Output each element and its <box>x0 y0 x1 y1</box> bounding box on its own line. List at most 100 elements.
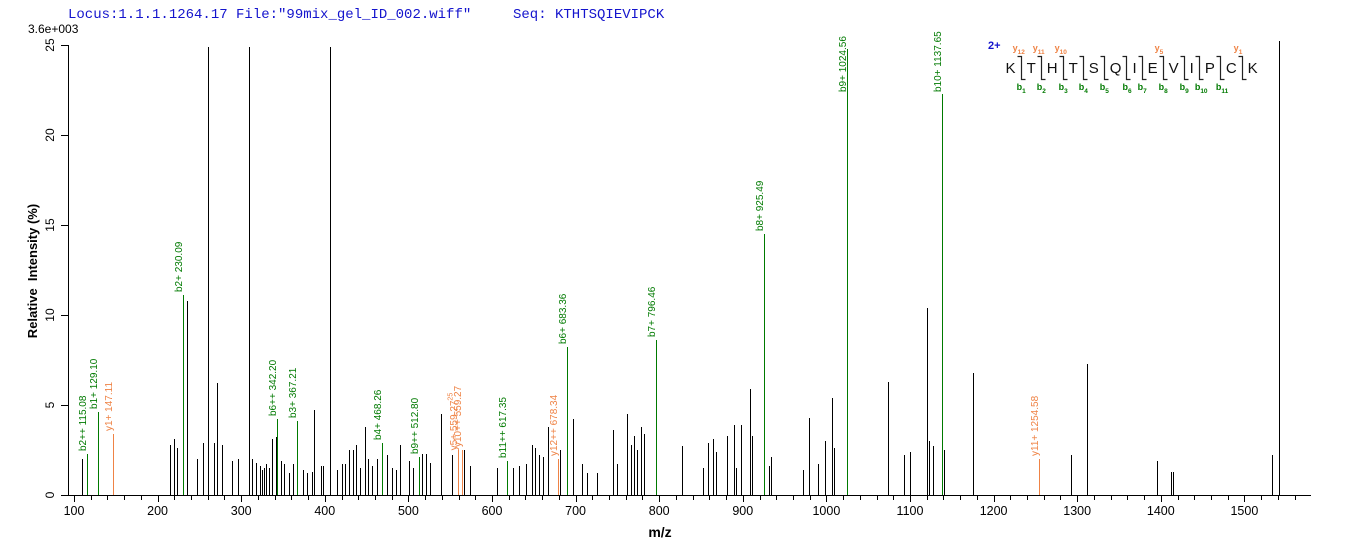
peak-label: b9++ 512.80 <box>410 398 422 455</box>
spectrum-peak <box>269 468 270 495</box>
spectrum-peak <box>413 468 415 495</box>
x-tick-label: 300 <box>230 504 252 518</box>
x-tick-minor <box>124 495 126 500</box>
spectrum-peak <box>232 460 233 495</box>
x-tick-label: 800 <box>648 504 670 518</box>
x-tick-label: 400 <box>314 504 336 518</box>
spectrum-peak <box>360 468 361 495</box>
spectrum-peak <box>929 441 930 495</box>
spectrum-peak <box>314 410 316 495</box>
peak-label: b1+ 129.10 <box>89 358 101 410</box>
spectrum-peak <box>409 460 411 495</box>
spectrum-peak <box>809 417 811 495</box>
x-tick-label: 600 <box>481 504 503 518</box>
spectrum-peak <box>734 424 736 495</box>
spectrum-peak <box>330 46 332 495</box>
spectrum-peak <box>833 448 835 495</box>
spectrum-peak <box>1172 471 1174 495</box>
x-tick-major <box>408 495 410 502</box>
residue-letter: P <box>1204 59 1215 77</box>
ion-peak <box>461 450 463 495</box>
spectrum-peak <box>252 459 254 495</box>
x-tick-label: 1000 <box>812 504 841 518</box>
spectrum-peak <box>617 464 619 495</box>
x-tick-minor <box>1277 495 1279 500</box>
spectrum-peak <box>703 468 705 495</box>
x-tick-minor <box>191 495 193 500</box>
spectrum-peak <box>249 46 251 495</box>
spectrum-peak <box>289 473 291 495</box>
peak-label: b4+ 468.26 <box>372 389 384 440</box>
x-tick-minor <box>341 495 343 500</box>
x-tick-minor <box>625 495 627 500</box>
x-tick-minor <box>207 495 209 500</box>
peak-label: b9+ 1024.56 <box>837 36 849 92</box>
spectrum-peak <box>769 466 771 495</box>
x-tick-major <box>492 495 493 502</box>
y-tick <box>61 495 68 496</box>
peak-label: b8+ 925.49 <box>755 180 767 231</box>
x-tick-minor <box>976 495 978 500</box>
x-tick-minor <box>291 495 293 500</box>
spectrum-peak <box>1071 455 1073 495</box>
spectrum-peak <box>387 455 388 495</box>
spectrum-peak <box>372 466 373 495</box>
x-tick-minor <box>358 495 360 500</box>
spectrum-peak <box>512 468 514 495</box>
x-tick-minor <box>709 495 711 500</box>
ion-peak <box>656 340 658 495</box>
spectrum-peak <box>213 442 215 495</box>
spectrum-peak <box>1279 41 1280 495</box>
x-tick-major <box>74 495 75 502</box>
x-tick-minor <box>1110 495 1112 500</box>
b-ion-label: b10 <box>1194 82 1208 95</box>
x-tick-major <box>993 495 995 502</box>
x-tick-minor <box>525 495 527 500</box>
y-ion-label: y5 <box>1154 43 1164 56</box>
ion-peak <box>86 453 88 495</box>
spectrum-peak <box>280 460 282 495</box>
x-tick-minor <box>609 495 611 500</box>
spectrum-peak <box>337 469 338 495</box>
x-tick-major <box>742 495 744 502</box>
x-tick-minor <box>90 495 92 500</box>
x-tick-minor <box>441 495 443 500</box>
b-ion-label: b11 <box>1215 82 1229 95</box>
y-ion-label: y12 <box>1012 43 1025 56</box>
x-tick-major <box>910 495 911 502</box>
spectrum-peak <box>345 464 346 495</box>
peak-label: y1+ 147.11 <box>104 381 116 431</box>
spectrum-peak <box>320 466 322 495</box>
peak-label: b6+ 683.36 <box>557 294 569 345</box>
x-tick-minor <box>140 495 142 500</box>
residue-letter: S <box>1088 59 1099 77</box>
spectrum-peak <box>264 468 265 495</box>
spectrum-peak <box>547 426 549 495</box>
ion-peak <box>276 419 278 495</box>
spectrum-peak <box>217 383 218 495</box>
spectrum-peak <box>716 451 717 495</box>
spectrum-peak <box>1156 460 1158 495</box>
spectrum-peak <box>726 435 728 495</box>
spectrum-peak <box>750 388 751 495</box>
spectrum-peak <box>451 455 453 495</box>
sequence-title: Seq: KTHTSQIEVIPCK <box>513 7 665 23</box>
b-ion-label: b9 <box>1179 82 1189 95</box>
spectrum-peak <box>341 464 343 495</box>
fragment-mark-icon <box>1216 55 1225 81</box>
ion-peak <box>182 295 184 495</box>
fragment-divider: b2 y11 <box>1033 43 1046 95</box>
ion-peak <box>506 460 508 495</box>
spectrum-peak <box>392 468 394 495</box>
peak-label: b2+ 230.09 <box>173 241 185 293</box>
x-tick-minor <box>893 495 895 500</box>
x-tick-major <box>575 495 577 502</box>
ion-peak <box>457 450 459 495</box>
fragment-mark-icon <box>1017 55 1026 81</box>
spectrum-peak <box>256 462 257 495</box>
fragment-divider: b5 <box>1100 55 1109 95</box>
spectrum-peak <box>771 457 772 495</box>
x-tick-label: 1400 <box>1146 504 1175 518</box>
x-tick-minor <box>1027 495 1029 500</box>
b-ion-label: b1 <box>1016 82 1026 95</box>
